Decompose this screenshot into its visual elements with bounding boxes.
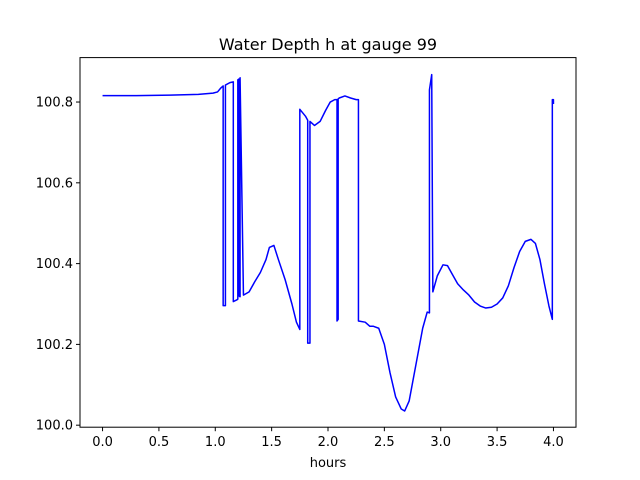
x-tick-label: 0.0 [92, 435, 113, 450]
plot-area [102, 73, 555, 412]
series-line-0 [102, 73, 555, 412]
x-tick-label: 0.5 [149, 435, 170, 450]
y-tick-label: 100.8 [36, 96, 73, 111]
axes-frame [79, 57, 577, 428]
x-tick-label: 3.0 [430, 435, 451, 450]
x-tick-label: 2.5 [374, 435, 395, 450]
x-tick-label: 1.0 [205, 435, 226, 450]
chart-title: Water Depth h at gauge 99 [219, 35, 437, 54]
y-tick-label: 100.6 [36, 176, 73, 191]
x-tick-label: 2.0 [318, 435, 339, 450]
x-tick-label: 3.5 [487, 435, 508, 450]
y-axis: 100.0 100.2 100.4 100.6 100.8 [36, 96, 80, 434]
x-tick-label: 1.5 [261, 435, 282, 450]
x-tick-label: 4.0 [543, 435, 564, 450]
y-tick-label: 100.0 [36, 419, 73, 434]
y-tick-label: 100.2 [36, 338, 73, 353]
x-axis: 0.0 0.5 1.0 1.5 2.0 2.5 3.0 3.5 4.0 [92, 427, 564, 450]
y-tick-label: 100.4 [36, 257, 73, 272]
x-axis-label: hours [310, 456, 347, 471]
